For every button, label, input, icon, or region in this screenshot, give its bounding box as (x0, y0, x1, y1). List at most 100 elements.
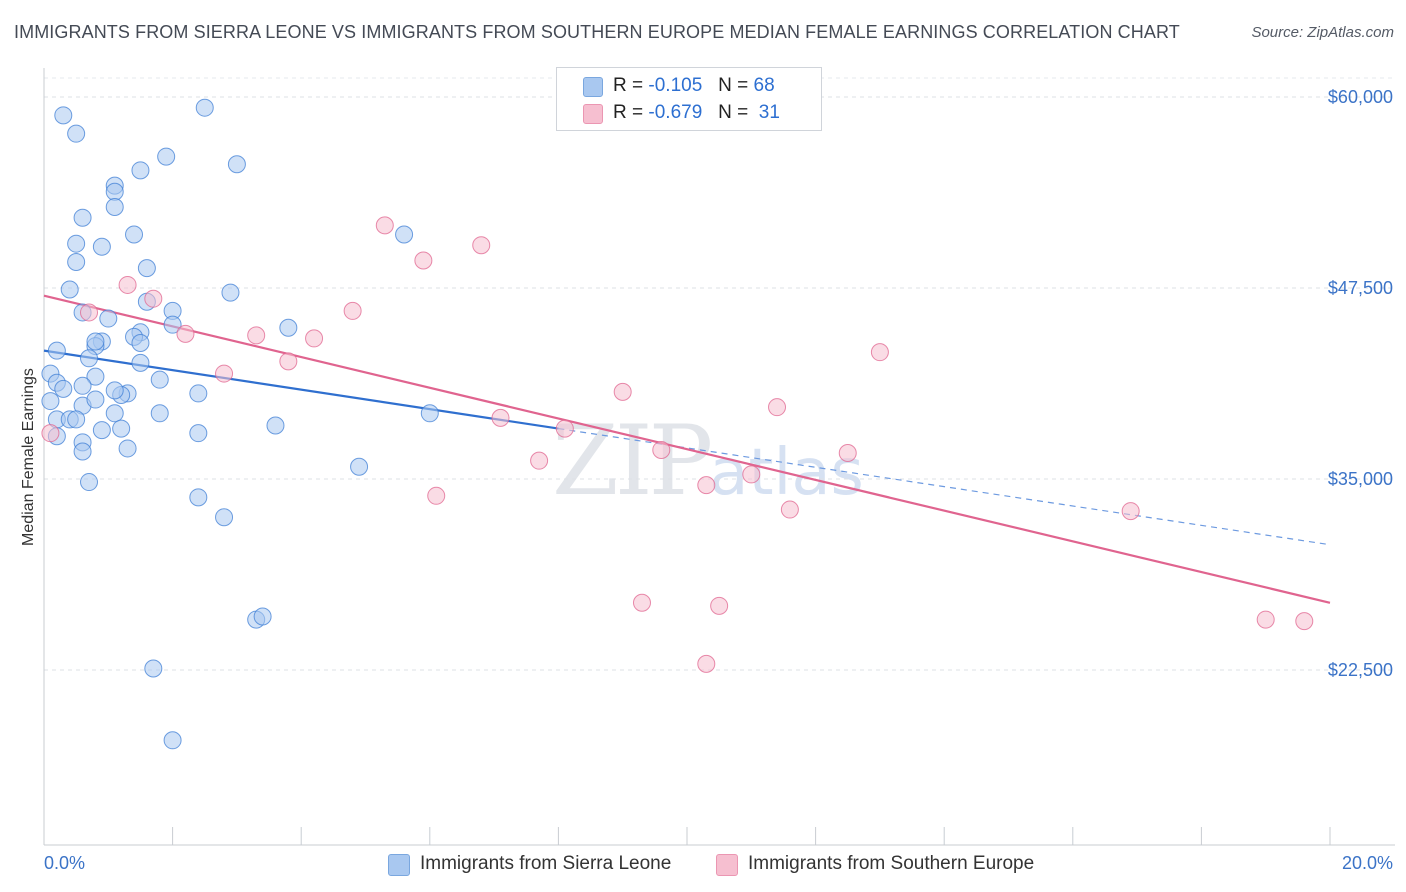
data-point-sierra-leone (92, 421, 111, 440)
bottom-legend-label-sierra-leone: Immigrants from Sierra Leone (420, 853, 672, 874)
data-point-sierra-leone (395, 225, 414, 244)
data-point-southern-europe (118, 275, 137, 294)
bottom-legend-swatch-southern-europe (716, 854, 738, 876)
data-point-southern-europe (472, 236, 491, 255)
data-point-sierra-leone (150, 370, 169, 389)
data-point-southern-europe (1295, 612, 1314, 631)
data-point-southern-europe (530, 451, 549, 470)
data-point-southern-europe (305, 329, 324, 348)
data-point-sierra-leone (137, 259, 156, 278)
data-point-sierra-leone (92, 237, 111, 256)
data-point-southern-europe (41, 424, 60, 443)
data-point-sierra-leone (163, 315, 182, 334)
data-point-sierra-leone (118, 439, 137, 458)
axes (43, 68, 1395, 846)
legend-n-value-sierra-leone: 68 (753, 75, 775, 96)
data-point-southern-europe (176, 324, 195, 343)
data-point-southern-europe (710, 596, 729, 615)
data-point-sierra-leone (189, 424, 208, 443)
data-point-southern-europe (838, 444, 857, 463)
y-tick-label: $47,500 (1328, 278, 1393, 298)
data-point-southern-europe (144, 289, 163, 308)
data-point-sierra-leone (195, 98, 214, 117)
data-point-sierra-leone (67, 234, 86, 253)
data-point-southern-europe (343, 301, 362, 320)
data-point-sierra-leone (60, 280, 79, 299)
data-point-sierra-leone (86, 390, 105, 409)
legend-r-label: R = (613, 75, 644, 96)
data-point-sierra-leone (105, 198, 124, 217)
data-point-sierra-leone (105, 182, 124, 201)
data-point-southern-europe (613, 382, 632, 401)
data-point-sierra-leone (221, 283, 240, 302)
y-tick-label: $60,000 (1328, 87, 1393, 107)
series-sierra-leone-points (41, 98, 439, 750)
data-point-southern-europe (491, 408, 510, 427)
data-point-sierra-leone (86, 332, 105, 351)
data-point-sierra-leone (80, 473, 99, 492)
data-point-southern-europe (1256, 610, 1275, 629)
data-point-sierra-leone (112, 419, 131, 438)
legend-swatch-sierra-leone (583, 77, 603, 97)
correlation-legend: R = -0.105 N = 68 R = -0.679 N = 31 (556, 67, 822, 131)
chart-title: IMMIGRANTS FROM SIERRA LEONE VS IMMIGRAN… (14, 22, 1180, 42)
data-point-sierra-leone (150, 404, 169, 423)
trend-line-sierra-leone (43, 349, 559, 430)
data-point-southern-europe (215, 364, 234, 383)
data-point-sierra-leone (189, 488, 208, 507)
y-axis-title: Median Female Earnings (20, 368, 37, 546)
data-point-sierra-leone (125, 225, 144, 244)
data-point-southern-europe (697, 654, 716, 673)
data-point-sierra-leone (54, 106, 73, 125)
data-point-sierra-leone (227, 155, 246, 174)
data-point-southern-europe (375, 216, 394, 235)
data-point-sierra-leone (73, 376, 92, 395)
data-point-sierra-leone (47, 341, 66, 360)
data-point-southern-europe (427, 486, 446, 505)
zipatlas-watermark: ZIPatlas (552, 405, 864, 517)
data-point-sierra-leone (73, 442, 92, 461)
data-point-sierra-leone (215, 508, 234, 527)
data-point-sierra-leone (67, 124, 86, 143)
trend-line-southern-europe (43, 294, 1331, 604)
data-point-southern-europe (555, 419, 574, 438)
data-point-sierra-leone (144, 659, 163, 678)
data-point-sierra-leone (266, 416, 285, 435)
data-point-sierra-leone (163, 731, 182, 750)
legend-swatch-southern-europe (583, 104, 603, 124)
data-point-sierra-leone (73, 208, 92, 227)
legend-r-label: R = (613, 102, 644, 123)
legend-n-label: N = (718, 75, 749, 96)
data-point-sierra-leone (157, 147, 176, 166)
x-tick-label-max: 20.0% (1342, 853, 1393, 873)
data-point-sierra-leone (189, 384, 208, 403)
data-point-sierra-leone (99, 309, 118, 328)
data-point-southern-europe (652, 440, 671, 459)
data-point-sierra-leone (105, 381, 124, 400)
data-point-sierra-leone (350, 457, 369, 476)
bottom-legend-label-southern-europe: Immigrants from Southern Europe (748, 853, 1035, 874)
data-point-sierra-leone (131, 353, 150, 372)
y-tick-label: $35,000 (1328, 469, 1393, 489)
series-southern-europe-points (41, 216, 1314, 673)
legend-n-value-southern-europe: 31 (758, 102, 780, 123)
data-point-sierra-leone (67, 253, 86, 272)
data-point-southern-europe (742, 465, 761, 484)
source-label: Source: ZipAtlas.com (1251, 24, 1394, 41)
data-point-sierra-leone (131, 161, 150, 180)
legend-r-value-sierra-leone: -0.105 (648, 75, 703, 96)
data-point-sierra-leone (67, 410, 86, 429)
grid-lines (44, 77, 1395, 671)
legend-n-label: N = (718, 102, 749, 123)
legend-r-value-southern-europe: -0.679 (648, 102, 703, 123)
data-point-sierra-leone (41, 392, 60, 411)
data-point-sierra-leone (420, 404, 439, 423)
trend-line-sierra-leone-extension (558, 427, 1331, 546)
x-tick-label-min: 0.0% (44, 853, 85, 873)
data-point-southern-europe (414, 251, 433, 270)
data-point-southern-europe (780, 500, 799, 519)
data-point-southern-europe (870, 343, 889, 362)
data-point-sierra-leone (253, 607, 272, 626)
data-point-southern-europe (80, 303, 99, 322)
